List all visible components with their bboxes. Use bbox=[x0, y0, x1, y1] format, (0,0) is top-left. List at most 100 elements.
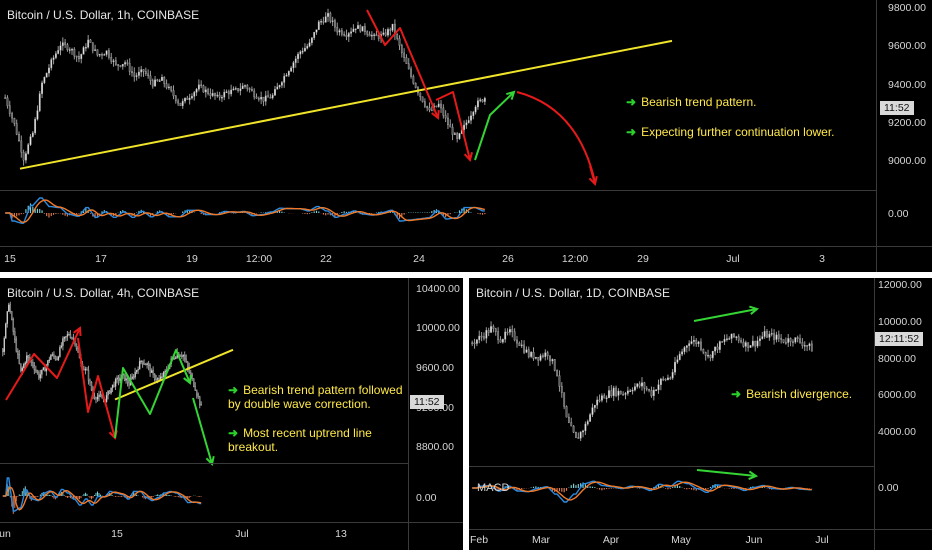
y-tick-label: 8000.00 bbox=[878, 353, 916, 365]
candle-body bbox=[492, 326, 495, 329]
candle-body bbox=[156, 378, 159, 380]
candle-body bbox=[140, 69, 143, 73]
candle-body bbox=[66, 334, 69, 337]
candle-body bbox=[657, 384, 660, 391]
candle-body bbox=[116, 377, 118, 380]
candle-body bbox=[13, 117, 16, 124]
candle-body bbox=[68, 334, 70, 336]
candle-body bbox=[181, 100, 184, 106]
candle-body bbox=[42, 367, 45, 371]
candle-body bbox=[140, 360, 142, 363]
candle-body bbox=[101, 54, 103, 56]
candle-body bbox=[347, 33, 350, 37]
x-tick-label: 29 bbox=[637, 253, 649, 265]
candle-body bbox=[158, 80, 161, 82]
candle-body bbox=[292, 62, 295, 69]
candle-body bbox=[494, 328, 497, 332]
chart-panel-1d[interactable]: Bitcoin / U.S. Dollar, 1D, COINBASE 1200… bbox=[469, 278, 932, 550]
bearish-arrow-1 bbox=[5, 327, 81, 401]
macd-indicator-label[interactable]: MACD bbox=[477, 482, 510, 494]
candle-body bbox=[366, 31, 369, 35]
candle-body bbox=[340, 30, 343, 35]
candle-body bbox=[15, 123, 18, 135]
annotation-note: ➜ Bearish trend pattern. bbox=[626, 95, 756, 109]
candle-body bbox=[747, 342, 750, 348]
bearish-arrow-2 bbox=[77, 337, 116, 439]
chart-canvas-1d[interactable] bbox=[469, 278, 932, 550]
candle-body bbox=[204, 89, 207, 93]
candle-body bbox=[773, 333, 775, 340]
candle-body bbox=[558, 375, 561, 387]
chart-panel-4h[interactable]: Bitcoin / U.S. Dollar, 4h, COINBASE 1040… bbox=[0, 278, 463, 550]
bearish-arrow-1-head bbox=[72, 326, 82, 337]
candle-body bbox=[737, 336, 740, 341]
candle-body bbox=[11, 311, 13, 320]
candle-body bbox=[563, 392, 566, 407]
candle-body bbox=[485, 330, 488, 339]
candle-body bbox=[317, 21, 320, 30]
candle-body bbox=[114, 379, 117, 387]
candle-body bbox=[313, 32, 316, 38]
chart-canvas-4h[interactable] bbox=[0, 278, 463, 550]
candle-body bbox=[327, 13, 329, 17]
candle-body bbox=[352, 28, 355, 32]
candle-body bbox=[530, 351, 533, 357]
candle-body bbox=[156, 79, 159, 81]
candle-body bbox=[112, 60, 115, 62]
candle-body bbox=[421, 96, 424, 102]
candle-body bbox=[669, 377, 672, 380]
candle-body bbox=[600, 395, 603, 401]
candle-body bbox=[48, 67, 50, 74]
annotation-text: Bearish divergence. bbox=[746, 387, 853, 401]
candle-body bbox=[556, 370, 558, 376]
candle-body bbox=[35, 369, 37, 372]
candle-body bbox=[730, 333, 733, 339]
candle-body bbox=[39, 374, 42, 379]
candle-body bbox=[9, 304, 12, 312]
candle-body bbox=[179, 355, 181, 357]
divergence-macd-arrow bbox=[696, 469, 757, 477]
candle-body bbox=[629, 390, 632, 392]
candle-body bbox=[89, 380, 91, 383]
candle-body bbox=[472, 111, 475, 116]
candle-body bbox=[184, 354, 186, 360]
candle-body bbox=[98, 54, 101, 56]
bearish-arrow-1-head bbox=[431, 109, 440, 120]
candle-body bbox=[560, 386, 563, 393]
annotation-note: ➜ Bearish trend pattern followed by doubl… bbox=[228, 383, 403, 411]
candle-body bbox=[711, 350, 714, 359]
breakout-arrow bbox=[192, 397, 213, 465]
candle-body bbox=[794, 337, 797, 343]
candle-body bbox=[262, 96, 265, 102]
bullish-arrow-head bbox=[506, 90, 516, 100]
candle-body bbox=[471, 342, 474, 344]
candle-body bbox=[82, 47, 85, 55]
candle-body bbox=[108, 50, 110, 58]
candle-body bbox=[31, 132, 34, 137]
candle-body bbox=[426, 105, 429, 109]
candle-body bbox=[38, 372, 40, 379]
candle-body bbox=[12, 319, 15, 332]
green-arrow-icon: ➜ bbox=[626, 125, 637, 139]
chart-canvas-1h[interactable] bbox=[0, 0, 932, 272]
candle-body bbox=[119, 65, 122, 67]
price-axis-divider bbox=[408, 278, 409, 550]
candle-body bbox=[483, 98, 486, 102]
time-axis-divider bbox=[0, 246, 932, 247]
candle-body bbox=[440, 103, 442, 109]
candle-body bbox=[692, 340, 695, 342]
chart-panel-1h[interactable]: Bitcoin / U.S. Dollar, 1h, COINBASE 9800… bbox=[0, 0, 932, 272]
candle-body bbox=[131, 71, 133, 74]
candle-body bbox=[458, 133, 461, 139]
candle-body bbox=[792, 341, 794, 343]
candle-body bbox=[803, 345, 806, 347]
y-tick-label: 10000.00 bbox=[416, 322, 460, 334]
candle-body bbox=[152, 370, 154, 375]
countdown-price-tag: 12:11:52 bbox=[875, 332, 924, 346]
candle-body bbox=[391, 23, 394, 31]
candle-body bbox=[655, 389, 658, 392]
candle-body bbox=[17, 351, 19, 355]
candle-body bbox=[435, 105, 438, 108]
candle-body bbox=[662, 378, 665, 381]
candle-body bbox=[276, 86, 279, 90]
